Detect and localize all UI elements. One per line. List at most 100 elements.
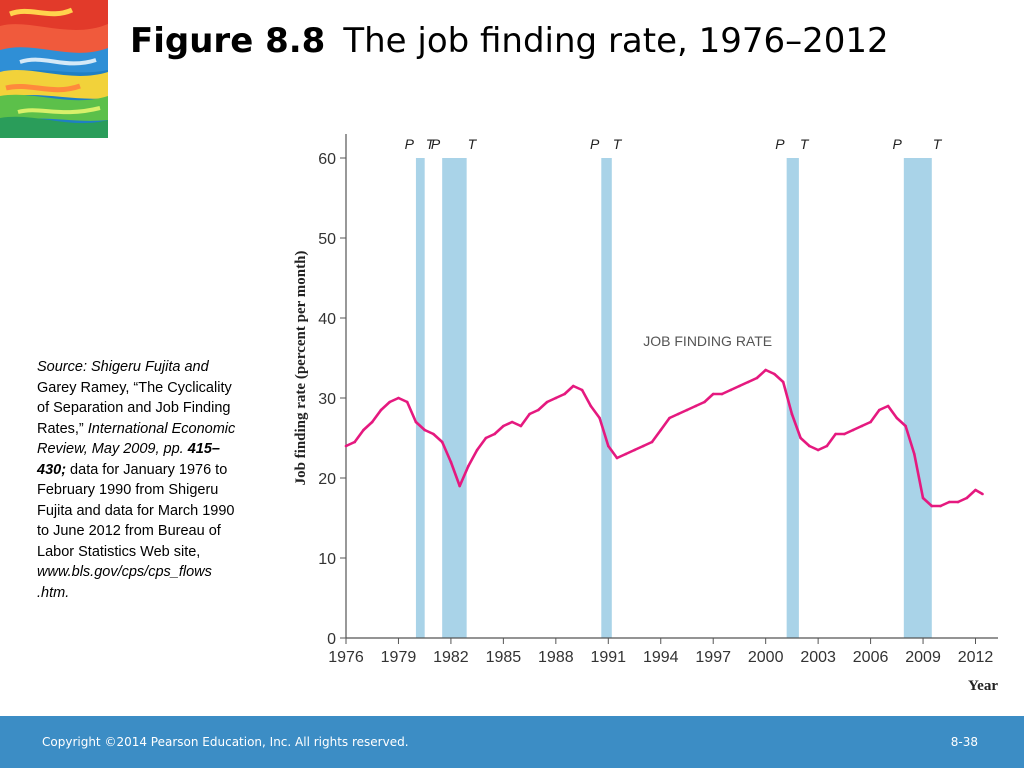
y-tick-label: 30 — [318, 391, 336, 408]
y-tick-label: 60 — [318, 151, 336, 168]
x-tick-label: 1991 — [590, 649, 626, 666]
recession-peak-label: P — [775, 136, 785, 152]
data-point — [405, 400, 409, 404]
data-point — [449, 460, 453, 464]
recession-trough-label: T — [613, 136, 623, 152]
recession-peak-label: P — [431, 136, 441, 152]
recession-band — [903, 158, 932, 638]
x-tick-label: 2000 — [748, 649, 784, 666]
data-point — [974, 488, 977, 492]
data-point — [475, 448, 479, 452]
data-point — [729, 388, 732, 392]
data-point — [799, 436, 802, 440]
y-tick-label: 10 — [318, 551, 336, 568]
recession-band — [601, 158, 612, 638]
recession-trough-label: T — [468, 136, 478, 152]
data-point — [580, 388, 584, 392]
source-part: 415–430; — [37, 441, 220, 478]
recession-band — [415, 158, 425, 638]
data-point — [956, 500, 960, 504]
data-point — [720, 392, 724, 396]
recession-trough-label: T — [426, 136, 436, 152]
recession-peak-label: P — [590, 136, 600, 152]
data-point — [467, 464, 470, 468]
data-point — [825, 444, 829, 448]
data-point — [965, 496, 969, 500]
job-finding-rate-line — [345, 368, 984, 508]
x-tick-label: 1988 — [538, 649, 574, 666]
job-finding-rate-chart: P T P T P T P T P T 0 10 20 30 40 50 60 1976 1979 1982 1985 1… — [285, 128, 1020, 698]
data-point — [379, 408, 383, 412]
recession-band — [442, 158, 467, 638]
data-point — [554, 396, 558, 400]
data-point — [869, 420, 872, 424]
data-point — [746, 380, 750, 384]
data-point — [572, 384, 575, 388]
data-point — [913, 452, 916, 456]
data-point — [755, 376, 759, 380]
source-part: Source: Shigeru Fujita and — [37, 359, 209, 375]
data-point — [353, 440, 357, 444]
data-point — [878, 408, 881, 412]
data-point — [458, 484, 461, 488]
data-point — [895, 416, 899, 420]
data-point — [808, 444, 811, 448]
data-point — [738, 384, 741, 388]
series-annotation: JOB FINDING RATE — [643, 333, 772, 349]
data-point — [904, 424, 907, 428]
data-point — [650, 440, 654, 444]
y-tick-label: 0 — [327, 631, 336, 648]
source-note: Source: Shigeru Fujita and Garey Ramey, … — [37, 357, 247, 603]
data-point — [537, 408, 540, 412]
data-point — [668, 416, 671, 420]
data-point — [659, 428, 663, 432]
data-point — [981, 492, 984, 496]
data-point — [615, 456, 619, 460]
data-point — [545, 400, 549, 404]
data-point — [921, 496, 925, 500]
data-point — [414, 420, 418, 424]
data-point — [703, 400, 706, 404]
data-point — [685, 408, 689, 412]
data-point — [519, 424, 523, 428]
x-tick-label: 2006 — [853, 649, 889, 666]
data-point — [764, 368, 767, 372]
data-point — [344, 444, 348, 448]
data-point — [694, 404, 698, 408]
data-point — [423, 428, 426, 432]
slide-title: Figure 8.8 The job finding rate, 1976–201… — [130, 20, 990, 62]
data-point — [843, 432, 846, 436]
x-tick-label: 1982 — [433, 649, 469, 666]
data-point — [510, 420, 514, 424]
x-tick-label: 2009 — [905, 649, 941, 666]
data-point — [370, 420, 374, 424]
x-tick-label: 2012 — [958, 649, 994, 666]
source-part: Garey Ramey, “The Cyclicality of Separat… — [37, 379, 232, 437]
cover-painting-image — [0, 0, 108, 138]
data-point — [834, 432, 837, 436]
recession-trough-label: T — [933, 136, 943, 152]
data-point — [589, 404, 593, 408]
y-axis-label: Job finding rate (percent per month) — [293, 251, 309, 486]
data-point — [851, 428, 855, 432]
footer-bar: Copyright ©2014 Pearson Education, Inc. … — [0, 716, 1024, 768]
data-point — [397, 396, 400, 400]
data-point — [711, 392, 715, 396]
cover-thumbnail — [0, 0, 108, 138]
x-tick-label: 1976 — [328, 649, 364, 666]
x-tick-label: 1985 — [486, 649, 522, 666]
data-point — [362, 428, 365, 432]
data-point — [790, 412, 794, 416]
recession-peak-label: P — [892, 136, 902, 152]
data-point — [388, 400, 392, 404]
data-point — [563, 392, 566, 396]
data-point — [641, 444, 645, 448]
source-part: International Economic Review, May 2009,… — [37, 420, 236, 458]
source-part: www.bls.gov/cps/cps_flows .htm. — [37, 564, 212, 601]
page-number: 8-38 — [950, 735, 978, 749]
data-point — [624, 452, 628, 456]
data-point — [432, 432, 435, 436]
figure-title: The job finding rate, 1976–2012 — [343, 21, 889, 61]
recession-trough-label: T — [800, 136, 810, 152]
